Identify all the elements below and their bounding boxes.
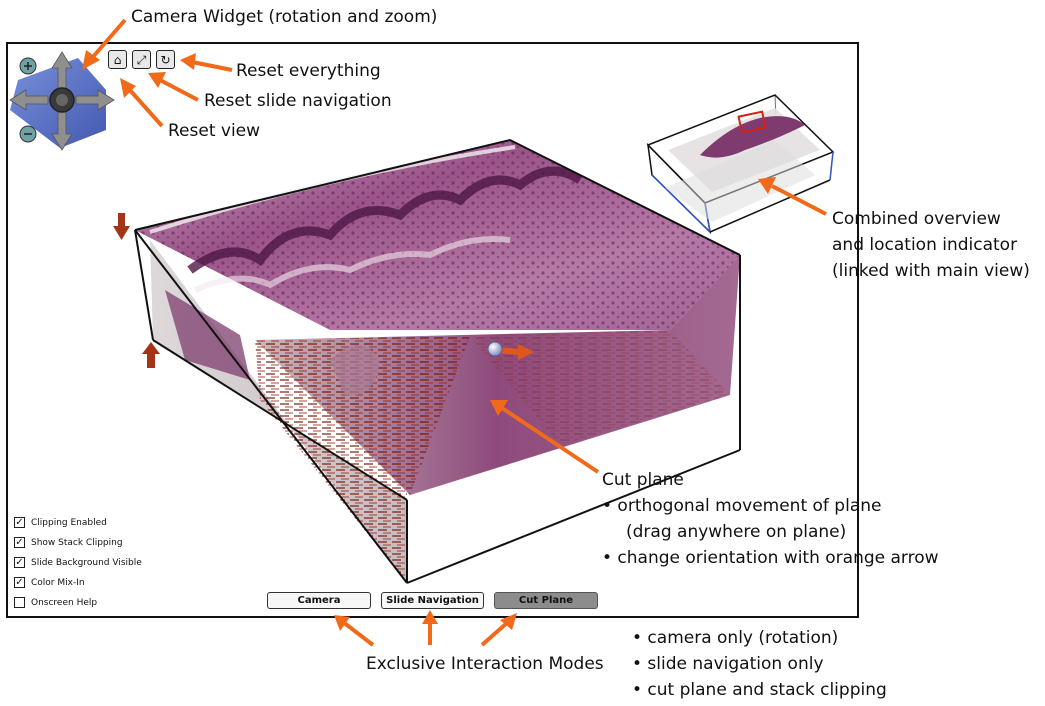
reset-icon: ↻ xyxy=(160,52,171,67)
reset-slide-navigation-button[interactable]: ⤢ xyxy=(132,50,151,69)
option-show-stack-clipping[interactable]: ✓ Show Stack Clipping xyxy=(14,534,123,551)
mode-cut-plane-button[interactable]: Cut Plane xyxy=(494,592,598,609)
arrow-mode-slide xyxy=(422,610,438,645)
mode-slide-navigation-button[interactable]: Slide Navigation xyxy=(381,592,484,609)
overview-indicator[interactable] xyxy=(646,94,835,235)
camera-widget[interactable] xyxy=(9,51,115,151)
expand-icon: ⤢ xyxy=(136,52,147,67)
label-cut-plane-bullet-2: • change orientation with orange arrow xyxy=(602,548,939,568)
checkbox[interactable]: ✓ xyxy=(14,576,25,588)
option-label: Clipping Enabled xyxy=(31,517,107,528)
checkbox[interactable]: ✓ xyxy=(14,536,25,548)
zoom-in-button[interactable] xyxy=(19,57,37,75)
tissue-stack-block[interactable] xyxy=(113,138,741,584)
label-mode-bullet-1: • camera only (rotation) xyxy=(632,628,839,648)
label-cut-plane: Cut plane xyxy=(602,470,684,490)
option-label: Slide Background Visible xyxy=(31,557,142,568)
option-label: Color Mix-In xyxy=(31,577,85,588)
label-interaction-modes: Exclusive Interaction Modes xyxy=(366,654,604,674)
option-clipping-enabled[interactable]: ✓ Clipping Enabled xyxy=(14,514,107,531)
home-icon: ⌂ xyxy=(113,52,122,67)
arrow-mode-camera xyxy=(334,615,375,647)
stack-clip-handle-bottom[interactable] xyxy=(142,342,160,368)
reset-view-button[interactable]: ↻ xyxy=(156,50,175,69)
checkbox[interactable]: ✓ xyxy=(14,556,25,568)
option-color-mix-in[interactable]: ✓ Color Mix-In xyxy=(14,574,85,591)
stack-clip-handle-top[interactable] xyxy=(113,213,130,240)
mode-camera-button[interactable]: Camera xyxy=(267,592,371,609)
bounding-box-wireframe xyxy=(134,138,741,584)
annotation-arrows xyxy=(82,18,827,647)
zoom-out-button[interactable] xyxy=(19,125,37,143)
arrow-camera-widget xyxy=(82,18,127,70)
label-overview-1: Combined overview xyxy=(832,209,1001,229)
arrow-reset-slide xyxy=(148,72,199,102)
label-reset-everything: Reset everything xyxy=(236,61,381,81)
reset-everything-home-button[interactable]: ⌂ xyxy=(108,50,127,69)
label-cut-plane-bullet-1: • orthogonal movement of plane xyxy=(602,496,882,516)
label-overview-3: (linked with main view) xyxy=(832,261,1030,281)
option-onscreen-help[interactable]: Onscreen Help xyxy=(14,594,97,611)
label-mode-bullet-2: • slide navigation only xyxy=(632,654,824,674)
label-cut-plane-bullet-1b: (drag anywhere on plane) xyxy=(626,522,847,542)
arrow-cut-plane xyxy=(490,400,600,474)
option-label: Onscreen Help xyxy=(31,597,98,608)
checkbox[interactable] xyxy=(14,597,25,608)
label-overview-2: and location indicator xyxy=(832,235,1018,255)
option-slide-background-visible[interactable]: ✓ Slide Background Visible xyxy=(14,554,142,571)
arrow-reset-everything xyxy=(180,53,233,72)
label-camera-widget: Camera Widget (rotation and zoom) xyxy=(131,7,438,27)
arrow-overview xyxy=(758,177,827,216)
label-reset-view: Reset view xyxy=(168,121,261,141)
label-mode-bullet-3: • cut plane and stack clipping xyxy=(632,680,887,700)
arrow-reset-view xyxy=(120,78,164,128)
checkbox[interactable]: ✓ xyxy=(14,516,25,528)
cut-plane-orientation-handle[interactable] xyxy=(487,341,534,360)
arrow-mode-cut xyxy=(480,613,517,647)
option-label: Show Stack Clipping xyxy=(31,537,123,548)
label-reset-slide-navigation: Reset slide navigation xyxy=(204,91,392,111)
